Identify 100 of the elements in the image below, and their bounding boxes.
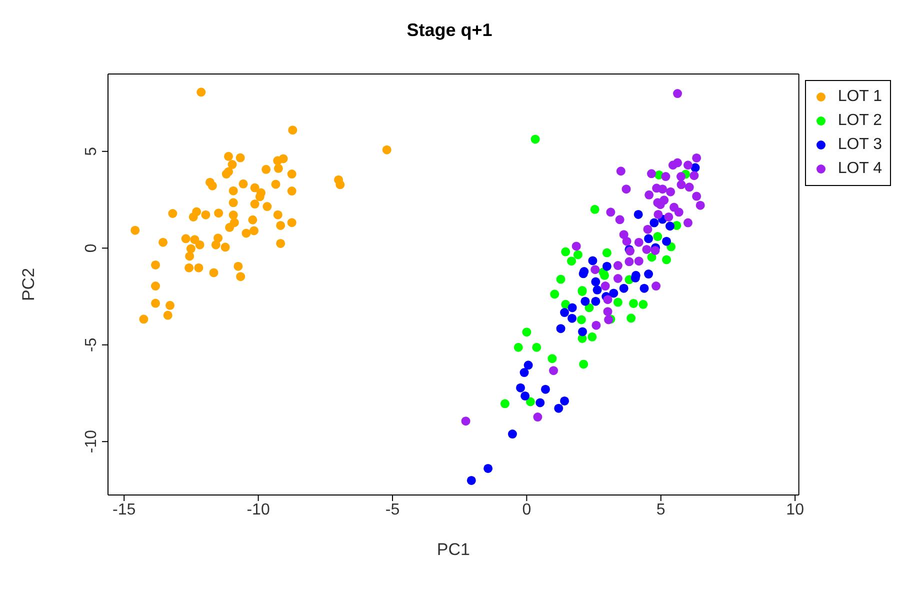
point <box>560 308 570 318</box>
point <box>554 404 564 413</box>
point <box>514 342 523 352</box>
point <box>484 464 493 473</box>
y-tick-label: 5 <box>83 146 100 156</box>
point <box>644 270 654 279</box>
point <box>568 314 577 323</box>
point <box>520 368 529 378</box>
point <box>650 218 659 228</box>
x-tick-label: 5 <box>656 501 666 518</box>
point <box>624 257 634 266</box>
point <box>692 192 702 201</box>
point <box>646 169 656 178</box>
point <box>613 274 622 283</box>
point <box>644 234 654 244</box>
point <box>606 208 616 217</box>
point <box>622 184 631 194</box>
point <box>640 284 649 293</box>
point <box>508 430 517 439</box>
point <box>556 274 566 284</box>
y-axis-title: PC2 <box>19 268 38 302</box>
point <box>664 212 674 222</box>
point <box>619 230 628 240</box>
point <box>556 324 566 334</box>
point <box>526 397 535 406</box>
legend-label: LOT 4 <box>838 160 882 178</box>
point <box>654 210 663 219</box>
point <box>684 182 694 192</box>
legend-label: LOT 1 <box>838 88 882 106</box>
point <box>461 416 470 426</box>
x-tick-label: 0 <box>522 501 532 518</box>
point <box>516 383 526 392</box>
point <box>550 290 560 299</box>
point <box>692 153 702 162</box>
x-tick-label: -15 <box>112 501 136 518</box>
point <box>602 262 612 271</box>
point <box>548 354 557 364</box>
point <box>590 204 600 214</box>
point <box>619 284 628 293</box>
point <box>634 238 644 247</box>
point <box>567 256 576 266</box>
point <box>576 315 586 324</box>
point <box>666 222 674 231</box>
chart-title: Stage q+1 <box>406 20 494 41</box>
point <box>673 89 682 98</box>
point <box>592 285 602 294</box>
point <box>683 218 692 228</box>
point <box>626 314 636 323</box>
point <box>536 398 545 408</box>
point <box>592 320 601 330</box>
point <box>532 342 542 352</box>
point <box>588 256 598 266</box>
point <box>622 236 632 246</box>
point <box>602 248 612 258</box>
point <box>600 282 610 291</box>
point <box>661 172 670 182</box>
point <box>603 307 612 316</box>
x-tick-label: -5 <box>385 501 400 518</box>
point <box>540 384 550 394</box>
point <box>673 158 682 168</box>
point <box>580 296 590 306</box>
point <box>603 295 612 304</box>
x-tick-label: -10 <box>246 501 270 518</box>
point <box>666 187 676 196</box>
point <box>638 300 648 309</box>
point <box>615 215 624 224</box>
y-tick-label: -10 <box>83 430 100 454</box>
point <box>690 171 699 180</box>
point <box>573 250 582 260</box>
x-tick-label: 10 <box>786 501 804 518</box>
point <box>662 255 672 264</box>
point <box>609 288 618 298</box>
point <box>652 282 661 291</box>
point <box>674 208 684 217</box>
point <box>549 366 558 376</box>
point <box>647 252 656 262</box>
point <box>662 236 672 246</box>
point <box>591 277 600 286</box>
point <box>644 190 654 200</box>
point <box>572 242 581 251</box>
point <box>616 166 626 176</box>
point <box>561 247 570 256</box>
point <box>676 180 686 190</box>
point <box>500 399 510 408</box>
point <box>634 210 643 219</box>
y-tick-label: 0 <box>83 244 100 253</box>
point <box>629 298 638 308</box>
legend-label: LOT 2 <box>838 112 882 130</box>
point <box>579 360 588 369</box>
point <box>634 256 644 266</box>
point <box>568 303 577 312</box>
point <box>591 296 600 306</box>
point <box>613 261 622 270</box>
legend-label: LOT 3 <box>838 136 882 154</box>
point <box>676 172 686 182</box>
point <box>590 265 600 274</box>
point <box>653 232 662 242</box>
point <box>643 224 652 234</box>
point <box>533 412 542 422</box>
point <box>613 298 622 307</box>
